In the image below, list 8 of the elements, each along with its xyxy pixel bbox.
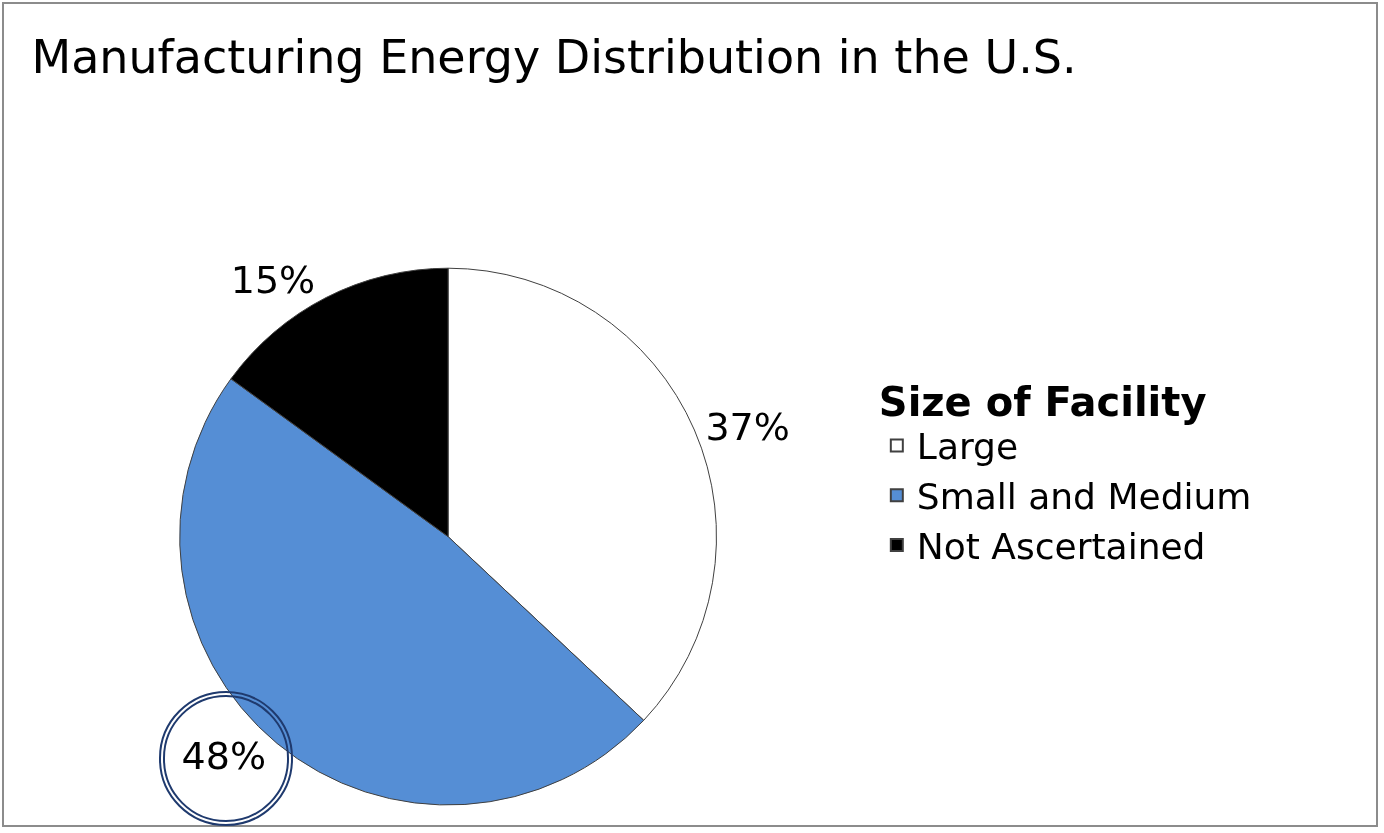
data-label: 15% [230,257,316,302]
legend-title: Size of Facility [878,378,1207,425]
legend-label: Large [916,426,1019,468]
data-label: 48% [181,734,266,779]
legend-label: Not Ascertained [916,526,1206,568]
chart-title: Manufacturing Energy Distribution in the U.S. [31,30,1077,85]
legend-label: Small and Medium [916,476,1252,518]
data-label: 37% [705,404,790,449]
